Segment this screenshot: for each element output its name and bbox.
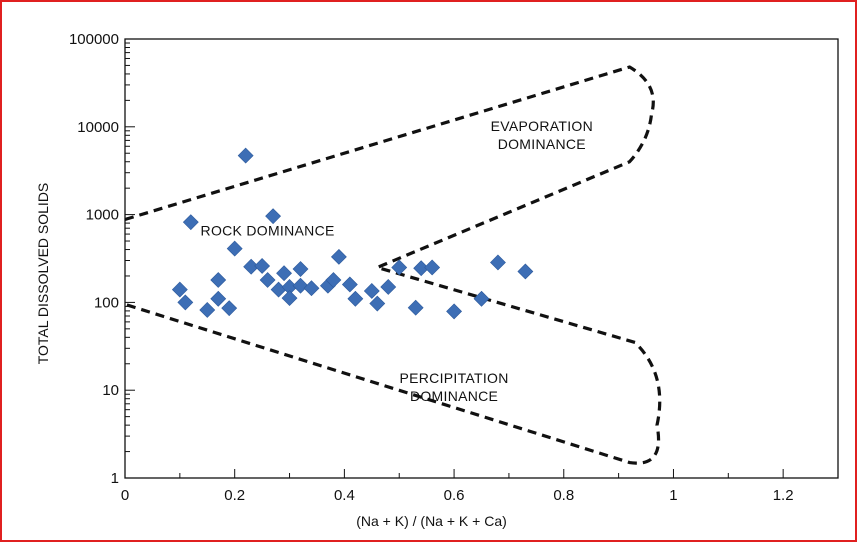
y-tick-label: 10: [102, 382, 119, 399]
region-annotations: EVAPORATION DOMINANCE ROCK DOMINANCE PERCIP…: [201, 118, 593, 404]
region-label-line: DOMINANCE: [410, 388, 498, 404]
data-point: [490, 254, 506, 271]
x-axis-tick-labels: 0 0.2 0.4 0.6 0.8 1 1.2: [121, 487, 794, 504]
data-point: [446, 303, 463, 320]
x-tick-label: 1: [669, 487, 677, 504]
data-point: [237, 147, 254, 164]
region-label-line: EVAPORATION: [491, 118, 593, 134]
x-tick-label: 0.6: [444, 487, 465, 504]
data-point: [363, 283, 380, 299]
data-point: [221, 300, 238, 317]
data-point: [171, 281, 188, 298]
y-axis-title: TOTAL DISSOLVED SOLIDS: [35, 183, 51, 365]
y-axis-tick-labels: 1 10 100 1000 10000 100000: [69, 31, 119, 487]
region-label-line: PERCIPITATION: [399, 370, 508, 386]
data-point: [330, 248, 347, 265]
data-point: [199, 302, 216, 318]
x-tick-label: 1.2: [773, 487, 794, 504]
y-axis-ticks: [125, 38, 135, 479]
data-point: [210, 272, 227, 288]
x-axis-ticks: [124, 469, 839, 478]
y-tick-label: 100: [94, 294, 119, 311]
x-tick-label: 0.4: [334, 487, 355, 504]
data-point: [303, 280, 320, 297]
data-point: [276, 265, 292, 282]
data-point: [369, 295, 386, 312]
data-point: [265, 208, 282, 225]
rock-dominance-label: ROCK DOMINANCE: [201, 222, 335, 238]
x-tick-label: 0.8: [553, 487, 574, 504]
data-point: [182, 214, 199, 231]
data-points: [171, 147, 534, 320]
data-point: [341, 276, 358, 293]
y-tick-label: 1000: [86, 207, 119, 224]
data-point: [270, 281, 287, 298]
y-tick-label: 1: [111, 470, 119, 487]
data-point: [347, 290, 364, 307]
data-point: [254, 258, 271, 274]
x-tick-label: 0: [121, 487, 129, 504]
data-point: [259, 272, 276, 288]
data-point: [380, 279, 397, 295]
data-point: [391, 259, 408, 276]
region-label-line: ROCK DOMINANCE: [201, 222, 335, 238]
data-point: [424, 259, 441, 276]
data-point: [177, 294, 194, 311]
data-point: [292, 277, 309, 294]
region-label-line: DOMINANCE: [498, 136, 586, 152]
gibbs-boomerang-outline: [124, 65, 662, 465]
percipitation-dominance-label: PERCIPITATION DOMINANCE: [399, 370, 508, 404]
y-tick-label: 100000: [69, 31, 119, 48]
y-tick-label: 10000: [77, 119, 119, 136]
data-point: [292, 261, 309, 277]
data-point: [407, 299, 424, 316]
data-point: [281, 290, 298, 307]
evaporation-dominance-label: EVAPORATION DOMINANCE: [491, 118, 593, 152]
data-point: [517, 263, 534, 280]
data-point: [473, 290, 490, 307]
plot-area-border: [124, 38, 839, 479]
data-point: [226, 240, 243, 257]
x-tick-label: 0.2: [224, 487, 245, 504]
x-axis-title: (Na + K) / (Na + K + Ca): [356, 513, 507, 529]
data-point: [210, 290, 227, 307]
data-point: [325, 272, 342, 288]
